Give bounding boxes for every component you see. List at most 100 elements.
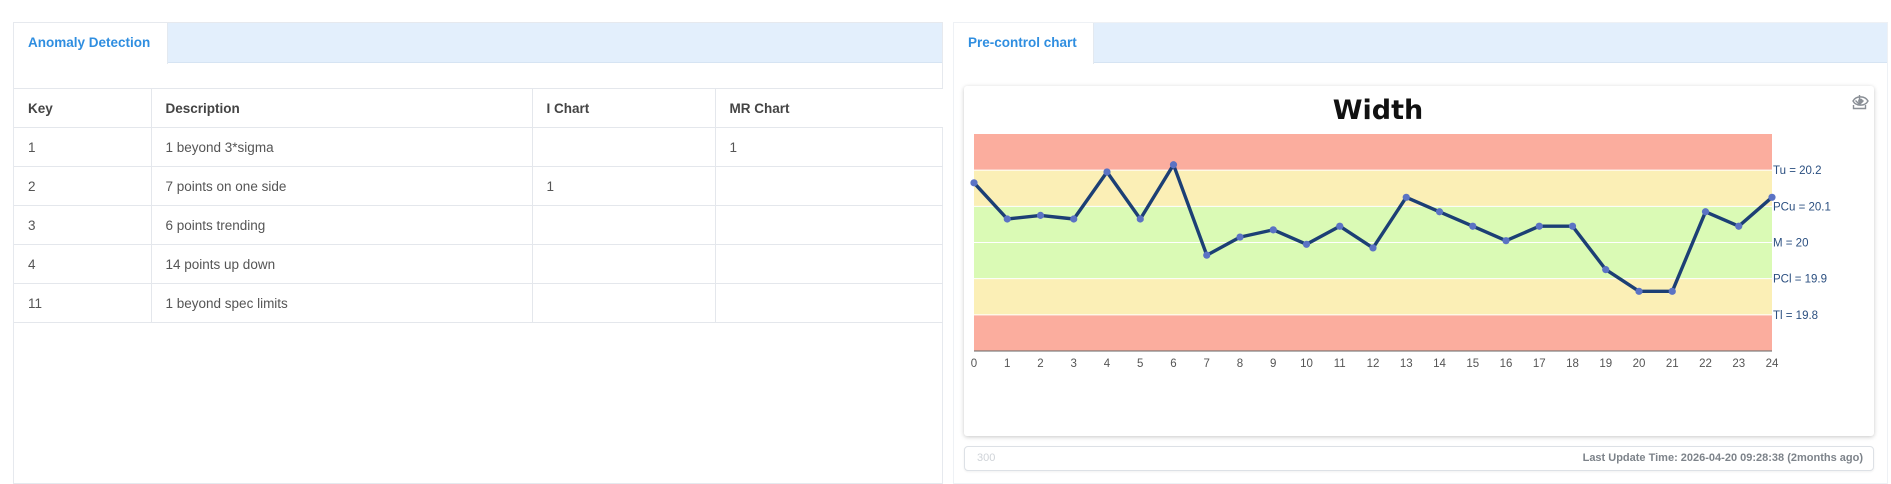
data-point[interactable] [1535, 222, 1543, 230]
x-tick-label: 17 [1533, 358, 1546, 370]
limit-labels: Tu = 20.2 PCu = 20.1 M = 20 PCl = 19.9 Tl = … [1773, 165, 1831, 322]
column-header-description[interactable]: Description [150, 88, 533, 128]
limit-label: Tu = 20.2 [1773, 165, 1821, 177]
pre-control-panel: Pre-control chart Width Tu = 20.2 PCu = 2… [953, 22, 1888, 484]
data-point[interactable] [1070, 215, 1078, 223]
x-axis-ticks: 0 1 2 3 4 5 6 7 8 9 10 11 12 13 14 15 16 17 18 19 20 21 22 23 24 [971, 358, 1779, 370]
data-point[interactable] [1236, 233, 1244, 241]
x-tick-label: 13 [1400, 358, 1413, 370]
cell-mr-chart: 1 [714, 127, 943, 167]
data-point[interactable] [1735, 222, 1743, 230]
tab-pre-control-chart[interactable]: Pre-control chart [954, 23, 1094, 64]
x-tick-label: 1 [1004, 358, 1010, 370]
x-tick-label: 8 [1237, 358, 1243, 370]
anomaly-detection-panel: Anomaly Detection Key Description I Char… [13, 22, 943, 484]
cell-mr-chart [714, 283, 943, 323]
data-point[interactable] [1435, 208, 1444, 216]
limit-label: Tl = 19.8 [1773, 310, 1818, 322]
limit-label: PCu = 20.1 [1773, 201, 1831, 213]
data-point[interactable] [970, 179, 978, 187]
column-header-i-chart[interactable]: I Chart [531, 88, 716, 128]
cell-mr-chart [714, 244, 943, 284]
data-point[interactable] [1768, 193, 1776, 201]
data-point[interactable] [1036, 211, 1045, 219]
x-tick-label: 22 [1699, 358, 1712, 370]
table-header-row: Key Description I Chart MR Chart [14, 88, 943, 128]
data-point[interactable] [1402, 193, 1410, 201]
anomaly-tab-bar: Anomaly Detection [14, 23, 942, 64]
x-tick-label: 19 [1599, 358, 1612, 370]
data-point[interactable] [1701, 208, 1710, 216]
table-row[interactable]: 1 1 beyond 3*sigma 1 [14, 127, 943, 167]
data-point[interactable] [1203, 251, 1211, 259]
x-tick-label: 20 [1633, 358, 1646, 370]
zone-red-upper [974, 134, 1772, 171]
table-row[interactable]: 4 14 points up down [14, 244, 943, 284]
cell-key: 11 [14, 283, 152, 323]
table-row[interactable]: 11 1 beyond spec limits [14, 283, 943, 323]
limit-label: M = 20 [1773, 238, 1808, 250]
sample-count-input[interactable]: 300 [977, 452, 996, 464]
data-point[interactable] [1602, 266, 1610, 274]
x-tick-label: 10 [1300, 358, 1313, 370]
x-tick-label: 14 [1433, 358, 1446, 370]
x-tick-label: 16 [1500, 358, 1513, 370]
x-tick-label: 11 [1334, 358, 1346, 370]
column-header-mr-chart[interactable]: MR Chart [714, 88, 943, 128]
pre-control-chart-card: Width Tu = 20.2 PCu = 20.1 M = 20 PCl = 19.… [964, 86, 1874, 436]
pre-control-tab-bar: Pre-control chart [954, 23, 1887, 64]
x-tick-label: 9 [1270, 358, 1276, 370]
cell-key: 2 [14, 166, 152, 206]
x-tick-label: 18 [1566, 358, 1579, 370]
pre-control-chart: Width Tu = 20.2 PCu = 20.1 M = 20 PCl = 19.… [970, 95, 1831, 370]
data-point[interactable] [1635, 287, 1643, 295]
data-point[interactable] [1568, 222, 1577, 230]
data-point[interactable] [1369, 244, 1377, 252]
cell-description: 14 points up down [150, 244, 533, 284]
data-point[interactable] [1269, 226, 1277, 234]
cell-key: 1 [14, 127, 152, 167]
data-point[interactable] [1502, 237, 1510, 245]
cell-description: 1 beyond spec limits [150, 283, 533, 323]
zone-bands [974, 134, 1772, 351]
data-point[interactable] [1136, 215, 1144, 223]
cell-i-chart [531, 283, 716, 323]
cell-i-chart [531, 205, 716, 245]
cell-key: 4 [14, 244, 152, 284]
x-tick-label: 2 [1037, 358, 1043, 370]
x-tick-label: 5 [1137, 358, 1143, 370]
cell-mr-chart [714, 205, 943, 245]
data-point[interactable] [1103, 168, 1111, 176]
data-point[interactable] [1003, 215, 1011, 223]
cell-description: 7 points on one side [150, 166, 533, 206]
anomaly-table: Key Description I Chart MR Chart 1 1 bey… [14, 88, 943, 323]
last-update-time: Last Update Time: 2026-04-20 09:28:38 (2… [1582, 452, 1863, 464]
x-tick-label: 0 [971, 358, 977, 370]
cell-description: 1 beyond 3*sigma [150, 127, 533, 167]
data-point[interactable] [1668, 287, 1676, 295]
data-point[interactable] [1469, 222, 1477, 230]
x-tick-label: 23 [1732, 358, 1745, 370]
cell-i-chart: 1 [531, 166, 716, 206]
zone-yellow-upper [974, 170, 1772, 207]
x-tick-label: 6 [1170, 358, 1176, 370]
data-point[interactable] [1169, 161, 1178, 169]
tab-anomaly-detection[interactable]: Anomaly Detection [14, 23, 168, 64]
cell-description: 6 points trending [150, 205, 533, 245]
x-tick-label: 7 [1204, 358, 1210, 370]
x-tick-label: 15 [1466, 358, 1479, 370]
x-tick-label: 21 [1666, 358, 1679, 370]
cell-key: 3 [14, 205, 152, 245]
data-point[interactable] [1302, 240, 1311, 248]
table-row[interactable]: 2 7 points on one side 1 [14, 166, 943, 206]
cell-mr-chart [714, 166, 943, 206]
data-point[interactable] [1336, 222, 1344, 230]
limit-label: PCl = 19.9 [1773, 274, 1827, 286]
width-series-points [970, 161, 1776, 295]
chart-title: Width [1333, 95, 1424, 126]
cell-i-chart [531, 127, 716, 167]
x-tick-label: 12 [1367, 358, 1380, 370]
column-header-key[interactable]: Key [14, 88, 152, 128]
table-row[interactable]: 3 6 points trending [14, 205, 943, 245]
chart-footer-bar: 300 Last Update Time: 2026-04-20 09:28:3… [964, 446, 1874, 471]
